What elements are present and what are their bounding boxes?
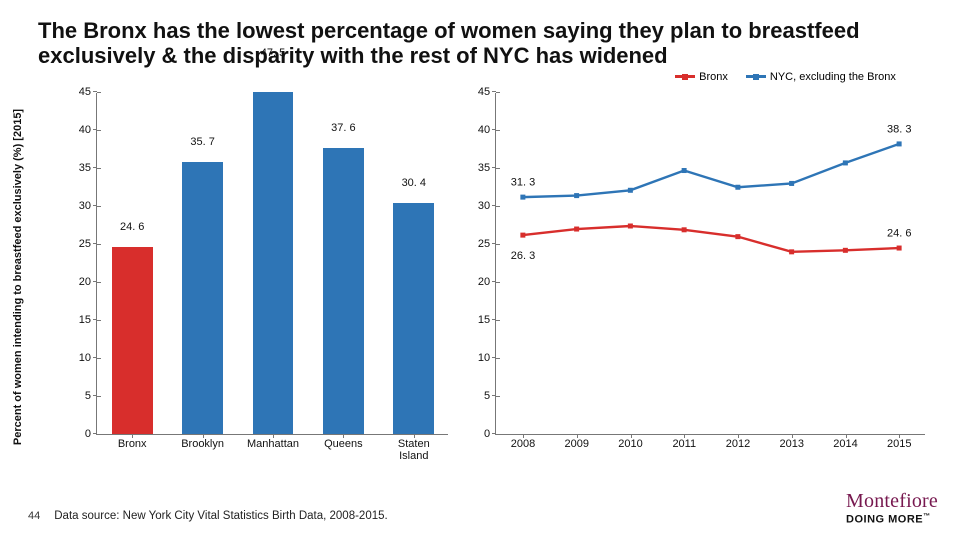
- bar-plot-area: 05101520253035404524. 6Bronx35. 7Brookly…: [96, 93, 448, 435]
- series-line-bronx: [523, 226, 899, 252]
- legend-swatch-icon: [746, 75, 766, 78]
- bar-ytick: 10: [79, 352, 97, 364]
- line-ytick: 45: [478, 86, 496, 98]
- series-marker: [897, 245, 902, 250]
- series-marker: [521, 232, 526, 237]
- line-plot-area: 0510152025303540452008200920102011201220…: [495, 93, 925, 435]
- bar-ytick: 15: [79, 314, 97, 326]
- legend-item: Bronx: [675, 71, 728, 83]
- line-svg: [496, 93, 926, 435]
- bar-brooklyn: [182, 162, 223, 433]
- bar-ytick: 0: [85, 428, 97, 440]
- bar-value-label: 47. 5: [261, 47, 285, 59]
- brand-logo: Montefiore DOING MORE™: [846, 490, 938, 526]
- bar-bronx: [112, 247, 153, 434]
- point-label: 26. 3: [511, 250, 535, 262]
- point-label: 24. 6: [887, 227, 911, 239]
- series-marker: [628, 187, 633, 192]
- line-ytick: 0: [484, 428, 496, 440]
- series-marker: [736, 234, 741, 239]
- bar-value-label: 30. 4: [402, 177, 426, 189]
- slide-title: The Bronx has the lowest percentage of w…: [28, 18, 932, 69]
- legend-item: NYC, excluding the Bronx: [746, 71, 896, 83]
- brand-sub: DOING MORE™: [846, 513, 938, 526]
- legend-swatch-icon: [675, 75, 695, 78]
- series-marker: [628, 223, 633, 228]
- line-ytick: 20: [478, 276, 496, 288]
- bar-chart-ylabel: Percent of women intending to breastfeed…: [12, 108, 24, 444]
- bar-ytick: 45: [79, 86, 97, 98]
- line-chart-legend: Bronx NYC, excluding the Bronx: [675, 71, 896, 83]
- bar-ytick: 40: [79, 124, 97, 136]
- series-marker: [843, 247, 848, 252]
- line-chart: BronxNYC, excluding the Bronx 0510152025…: [465, 77, 932, 477]
- series-marker: [843, 160, 848, 165]
- bar-queens: [323, 148, 364, 434]
- bar-value-label: 35. 7: [190, 136, 214, 148]
- legend-label: NYC, excluding the Bronx: [770, 71, 896, 83]
- series-marker: [682, 227, 687, 232]
- line-ytick: 25: [478, 238, 496, 250]
- series-marker: [789, 249, 794, 254]
- line-ytick: 35: [478, 162, 496, 174]
- bar-value-label: 24. 6: [120, 221, 144, 233]
- footer: 44 Data source: New York City Vital Stat…: [28, 510, 388, 522]
- bar-ytick: 30: [79, 200, 97, 212]
- brand-main: Montefiore: [846, 490, 938, 513]
- series-marker: [789, 181, 794, 186]
- bar-manhattan: [253, 92, 294, 434]
- series-marker: [574, 226, 579, 231]
- bar-chart: Percent of women intending to breastfeed…: [28, 77, 455, 477]
- bar-ytick: 20: [79, 276, 97, 288]
- series-marker: [574, 193, 579, 198]
- series-marker: [521, 194, 526, 199]
- series-marker: [736, 184, 741, 189]
- bar-value-label: 37. 6: [331, 122, 355, 134]
- line-ytick: 40: [478, 124, 496, 136]
- series-marker: [682, 168, 687, 173]
- bar-ytick: 25: [79, 238, 97, 250]
- data-source: Data source: New York City Vital Statist…: [54, 510, 387, 522]
- charts-row: Percent of women intending to breastfeed…: [28, 77, 932, 477]
- bar-staten-island: [393, 203, 434, 434]
- legend-label: Bronx: [699, 71, 728, 83]
- line-ytick: 15: [478, 314, 496, 326]
- bar-ytick: 35: [79, 162, 97, 174]
- series-marker: [897, 141, 902, 146]
- point-label: 38. 3: [887, 123, 911, 135]
- bar-ytick: 5: [85, 390, 97, 402]
- bar-xtick: Staten Island: [398, 434, 430, 462]
- slide-root: The Bronx has the lowest percentage of w…: [0, 0, 960, 540]
- point-label: 31. 3: [511, 176, 535, 188]
- series-line-nyc-excluding-the-bronx: [523, 144, 899, 197]
- line-ytick: 5: [484, 390, 496, 402]
- page-number: 44: [28, 510, 40, 522]
- line-ytick: 30: [478, 200, 496, 212]
- line-ytick: 10: [478, 352, 496, 364]
